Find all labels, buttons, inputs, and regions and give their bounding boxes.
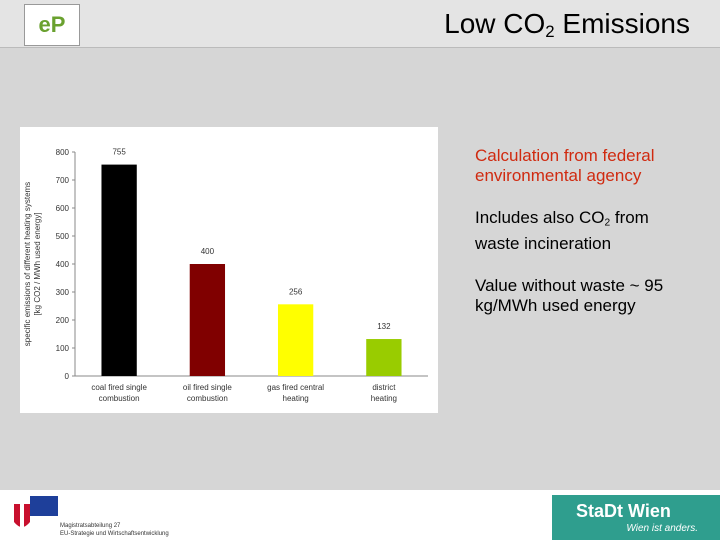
y-tick-label: 800 xyxy=(56,148,70,157)
x-tick-label: gas fired central heating xyxy=(267,383,324,403)
y-tick-label: 300 xyxy=(56,288,70,297)
notes: Calculation from federal environmental a… xyxy=(475,146,695,338)
dept: Magistratsabteilung 27 xyxy=(60,523,121,529)
bar xyxy=(189,264,226,376)
text-part: 2 xyxy=(604,217,611,229)
text-part: Emissions xyxy=(554,8,690,39)
y-axis-label: specific emissions of different heating … xyxy=(23,182,32,346)
text-part: Low CO xyxy=(444,8,546,39)
city-name: StaDt Wien xyxy=(576,501,671,521)
y-tick-label: 400 xyxy=(56,260,70,269)
slide-title: Low CO2 Emissions xyxy=(444,8,690,42)
bar xyxy=(101,164,137,376)
chart: specific emissions of different heating … xyxy=(23,148,428,403)
city-logo: StaDt Wien Wien ist anders. xyxy=(552,495,720,540)
text-part: Includes also CO xyxy=(475,208,605,227)
y-tick-label: 700 xyxy=(56,176,70,185)
header: eP Low CO2 Emissions xyxy=(0,0,720,48)
x-tick-label: oil fired single combustion xyxy=(183,383,232,403)
data-label: 400 xyxy=(201,247,215,256)
text-part: from waste incineration xyxy=(475,208,649,253)
y-tick-label: 0 xyxy=(65,372,70,381)
slogan: Wien ist anders. xyxy=(626,523,698,534)
logos xyxy=(14,496,58,530)
note: Includes also CO2 from waste incineratio… xyxy=(475,208,695,254)
y-tick-label: 500 xyxy=(56,232,70,241)
y-tick-label: 100 xyxy=(56,344,70,353)
logo: eP xyxy=(24,4,80,46)
text-part: Value without waste ~ 95 kg/MWh used ene… xyxy=(475,275,664,315)
data-label: 132 xyxy=(377,322,391,331)
bar xyxy=(366,339,402,376)
data-label: 256 xyxy=(289,287,303,296)
data-label: 755 xyxy=(112,148,126,157)
note: Calculation from federal environmental a… xyxy=(475,146,695,186)
x-tick-label: district heating xyxy=(371,383,397,403)
y-tick-label: 200 xyxy=(56,316,70,325)
bar xyxy=(277,304,314,376)
y-axis-label: [kg CO2 / MWh used energy] xyxy=(33,212,42,315)
y-tick-label: 600 xyxy=(56,204,70,213)
x-tick-label: coal fired single combustion xyxy=(91,383,147,403)
chart-panel: specific emissions of different heating … xyxy=(20,127,438,413)
text-part: Calculation from federal environmental a… xyxy=(475,146,655,185)
note: Value without waste ~ 95 kg/MWh used ene… xyxy=(475,276,695,316)
text-part: 2 xyxy=(545,22,555,42)
dept-sub: EU-Strategie und Wirtschaftsentwicklung xyxy=(60,531,169,537)
